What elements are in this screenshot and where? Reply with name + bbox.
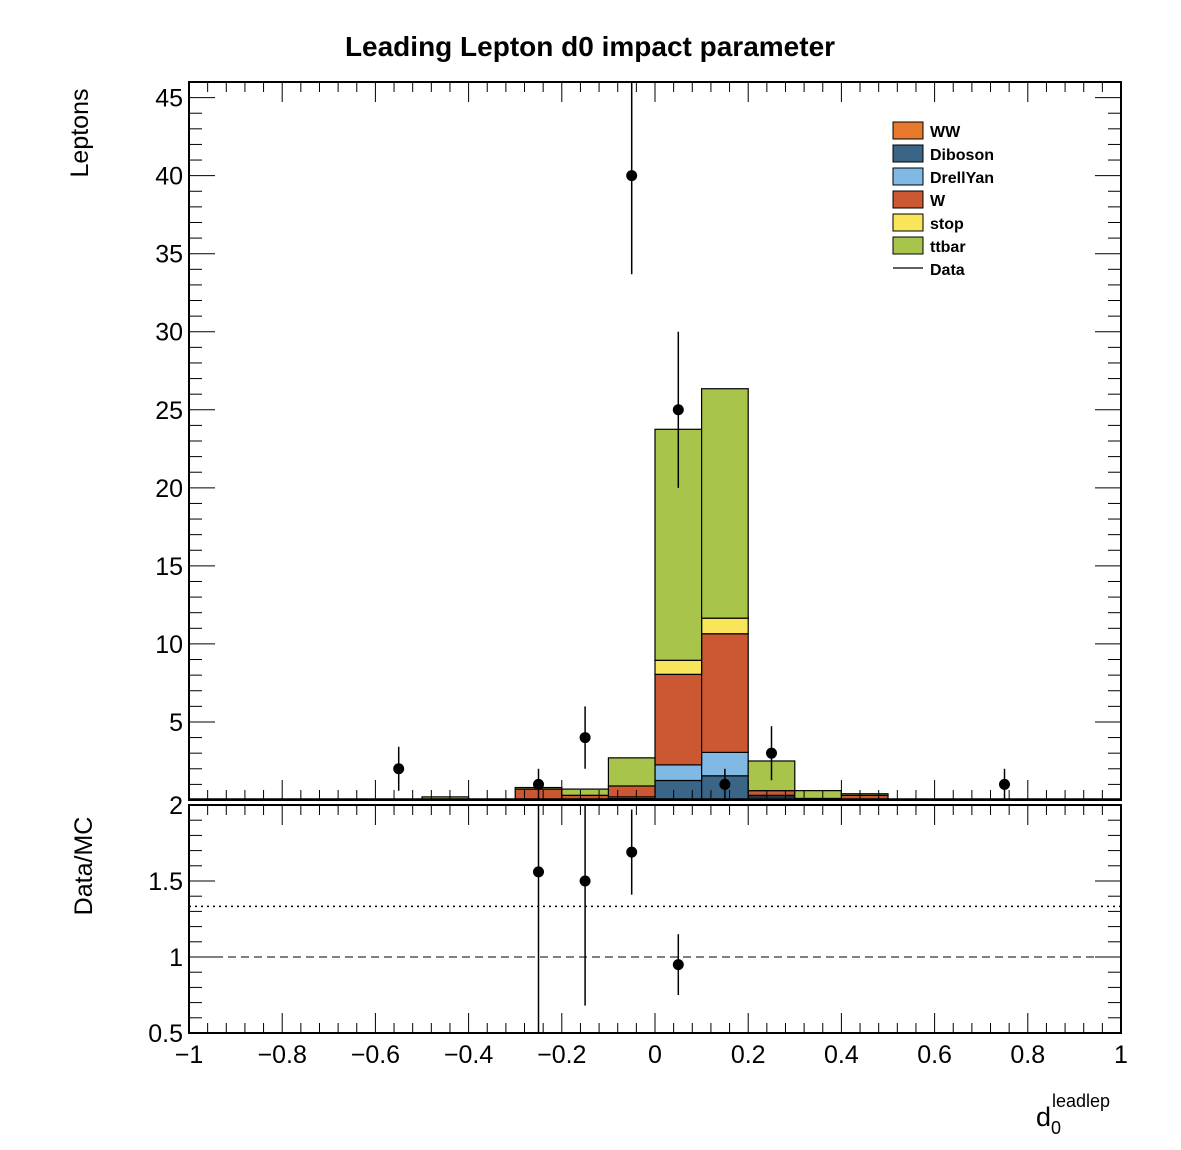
y-tick-label-main: 45 [155, 85, 183, 113]
x-tick-labels: −1 −0.8 −0.6 −0.4 −0.2 0 0.2 0.4 0.6 0.8 1 [175, 1041, 1128, 1069]
legend-label-diboson: Diboson [930, 147, 994, 164]
legend-swatch-drellyan [892, 167, 924, 186]
legend-swatch-diboson [892, 144, 924, 163]
y-tick-label-ratio: 1 [169, 944, 183, 972]
chart-title: Leading Lepton d0 impact parameter [345, 31, 835, 62]
y-tick-label-main: 35 [155, 241, 183, 269]
legend-label-ww: WW [930, 124, 961, 141]
bar-w-bin-9 [607, 785, 656, 798]
bar-w-bin-10 [654, 673, 703, 766]
x-tick-label: 0 [648, 1041, 662, 1069]
data-point [999, 778, 1010, 790]
x-axis-label: d0 [1036, 1102, 1061, 1138]
y-tick-label-main: 5 [169, 709, 183, 737]
legend-label-data: Data [930, 262, 965, 279]
bar-ttbar-bin-9 [607, 757, 656, 787]
legend-label-w: W [930, 193, 946, 210]
x-tick-label: −0.6 [351, 1041, 400, 1069]
x-axis-label-sub: 0 [1051, 1118, 1061, 1138]
y-tick-label-ratio: 0.5 [148, 1020, 183, 1048]
bar-ttbar-bin-11 [700, 388, 749, 619]
data-points [393, 82, 1010, 800]
bar-stop-bin-10 [654, 659, 703, 675]
x-tick-label: −1 [175, 1041, 204, 1069]
y-tick-label-main: 25 [155, 397, 183, 425]
bar-stop-bin-11 [700, 617, 749, 635]
bar-ttbar-bin-13 [794, 790, 842, 800]
bar-w-bin-12 [747, 790, 796, 796]
bar-ttbar-bin-14 [840, 793, 889, 796]
x-tick-label: 0.2 [731, 1041, 766, 1069]
data-point [766, 747, 777, 759]
y-tick-label-ratio: 2 [169, 792, 183, 820]
y-tick-label-main: 30 [155, 319, 183, 347]
bar-w-bin-11 [700, 633, 749, 753]
legend-swatch-stop [892, 213, 924, 232]
legend-label-drellyan: DrellYan [930, 170, 994, 187]
ratio-point [672, 959, 684, 971]
legend-label-stop: stop [930, 216, 964, 233]
data-point [626, 170, 638, 182]
y-tick-label-main: 40 [155, 163, 183, 191]
legend-swatch-ttbar [892, 236, 924, 255]
main-panel: 5 10 15 20 25 30 35 40 45 [155, 81, 1122, 801]
ratio-point [533, 866, 544, 878]
x-tick-label: −0.2 [537, 1041, 586, 1069]
x-axis-label-sup: leadlep [1052, 1091, 1110, 1111]
y-axis-label-main: Leptons [66, 89, 94, 178]
y-axis-label-ratio: Data/MC [70, 817, 98, 916]
ratio-points [533, 805, 684, 1033]
ratio-point [626, 846, 638, 858]
data-point [719, 778, 731, 790]
bar-diboson-bin-10 [654, 779, 703, 800]
main-ticks: 5 10 15 20 25 30 35 40 45 [155, 81, 1122, 801]
stack-bars [421, 388, 889, 801]
ratio-ticks: 0.5 1 1.5 2 [148, 792, 1122, 1048]
x-tick-label: 0.8 [1010, 1041, 1045, 1069]
x-tick-label: −0.8 [258, 1041, 307, 1069]
bar-ttbar-bin-8 [561, 788, 609, 796]
y-tick-label-main: 15 [155, 553, 183, 581]
data-point [672, 404, 684, 416]
legend-swatch-ww [892, 121, 924, 140]
data-point [393, 763, 405, 775]
data-point [533, 778, 544, 790]
x-axis-label-main: d [1036, 1102, 1051, 1132]
ratio-panel: 0.5 1 1.5 2 [148, 792, 1122, 1048]
x-tick-label: 1 [1114, 1041, 1128, 1069]
ratio-frame [188, 804, 1122, 1034]
x-tick-label: 0.4 [824, 1041, 859, 1069]
data-point [579, 732, 591, 744]
bar-drellyan-bin-10 [654, 764, 703, 782]
ratio-point [579, 875, 591, 887]
x-tick-label: 0.6 [917, 1041, 952, 1069]
y-tick-label-main: 20 [155, 475, 183, 503]
y-tick-label-ratio: 1.5 [148, 868, 183, 896]
x-tick-label: −0.4 [444, 1041, 493, 1069]
legend-swatch-w [892, 190, 924, 209]
y-tick-label-main: 10 [155, 631, 183, 659]
main-frame [188, 81, 1122, 801]
legend-label-ttbar: ttbar [930, 239, 966, 256]
